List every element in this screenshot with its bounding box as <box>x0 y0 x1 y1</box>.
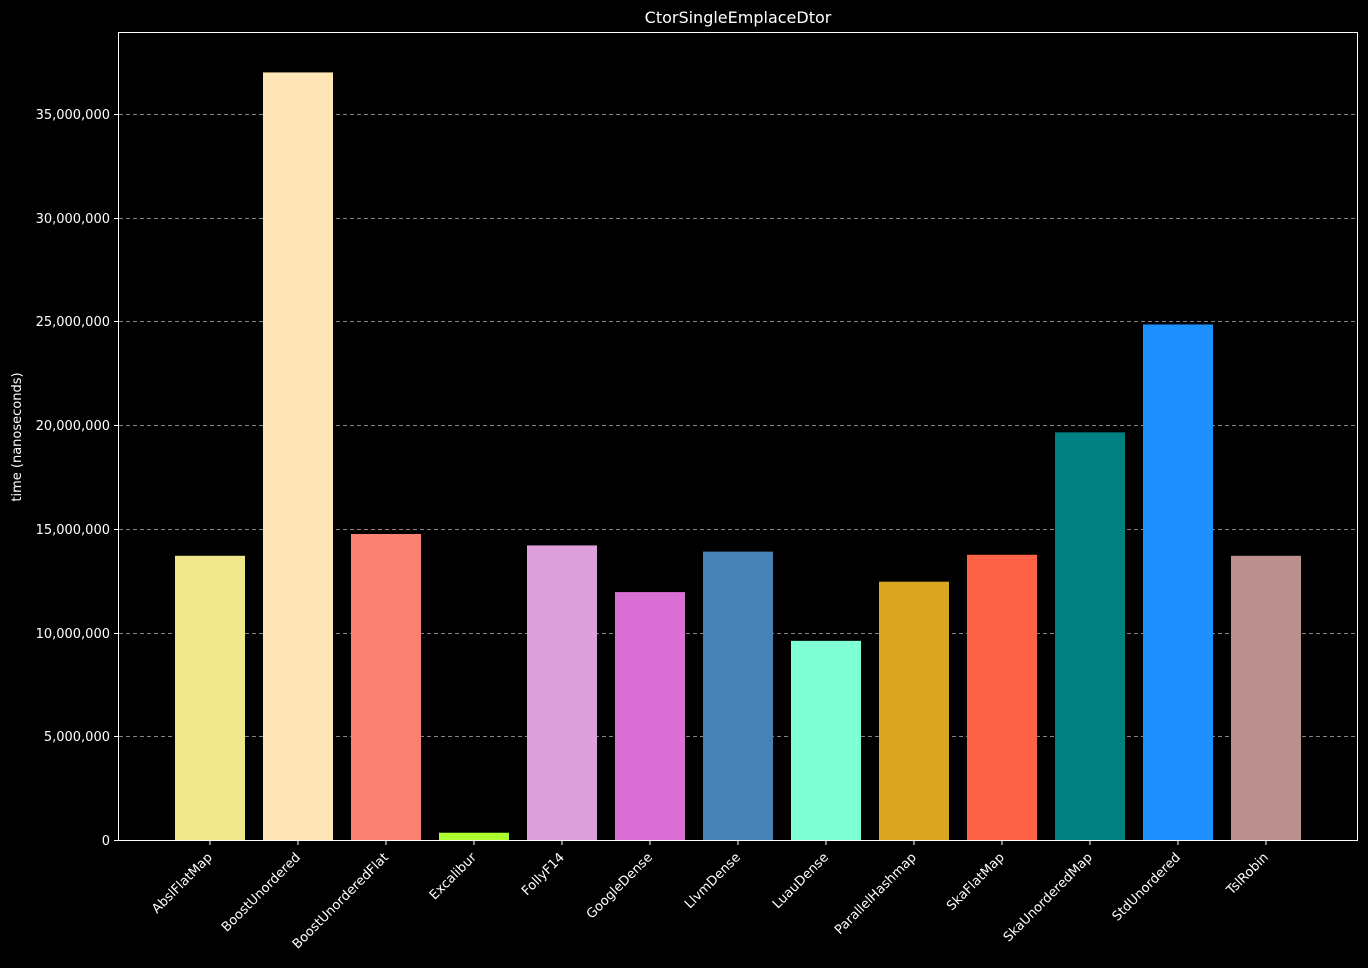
bar-parallelhashmap <box>879 581 949 840</box>
y-tick-label: 30,000,000 <box>36 212 110 227</box>
bar-skaflatmap <box>967 554 1037 840</box>
bar-abslflatmap <box>175 555 245 840</box>
y-axis-ticks: 0 5,000,000 10,000,000 15,000,000 20,000,000… <box>36 108 119 849</box>
bar-googledense <box>615 592 685 840</box>
y-tick-label: 0 <box>102 834 110 849</box>
y-axis-label: time (nanoseconds) <box>10 372 25 501</box>
bar-excalibur <box>439 832 509 840</box>
y-tick-label: 10,000,000 <box>36 627 110 642</box>
bar-follyf14 <box>527 545 597 840</box>
y-tick-label: 25,000,000 <box>36 315 110 330</box>
bar-luaudense <box>791 640 861 840</box>
bar-boostunorderedflat <box>351 534 421 840</box>
bars <box>175 72 1301 841</box>
bar-stdunordered <box>1143 324 1213 840</box>
bar-skaunorderedmap <box>1055 432 1125 840</box>
y-tick-label: 5,000,000 <box>44 730 110 745</box>
y-tick-label: 15,000,000 <box>36 523 110 538</box>
bar-llvmdense <box>703 551 773 840</box>
chart-title: CtorSingleEmplaceDtor <box>645 8 832 27</box>
bar-boostunordered <box>263 72 333 841</box>
y-tick-label: 35,000,000 <box>36 108 110 123</box>
y-tick-label: 20,000,000 <box>36 419 110 434</box>
bar-tslrobin <box>1231 555 1301 840</box>
